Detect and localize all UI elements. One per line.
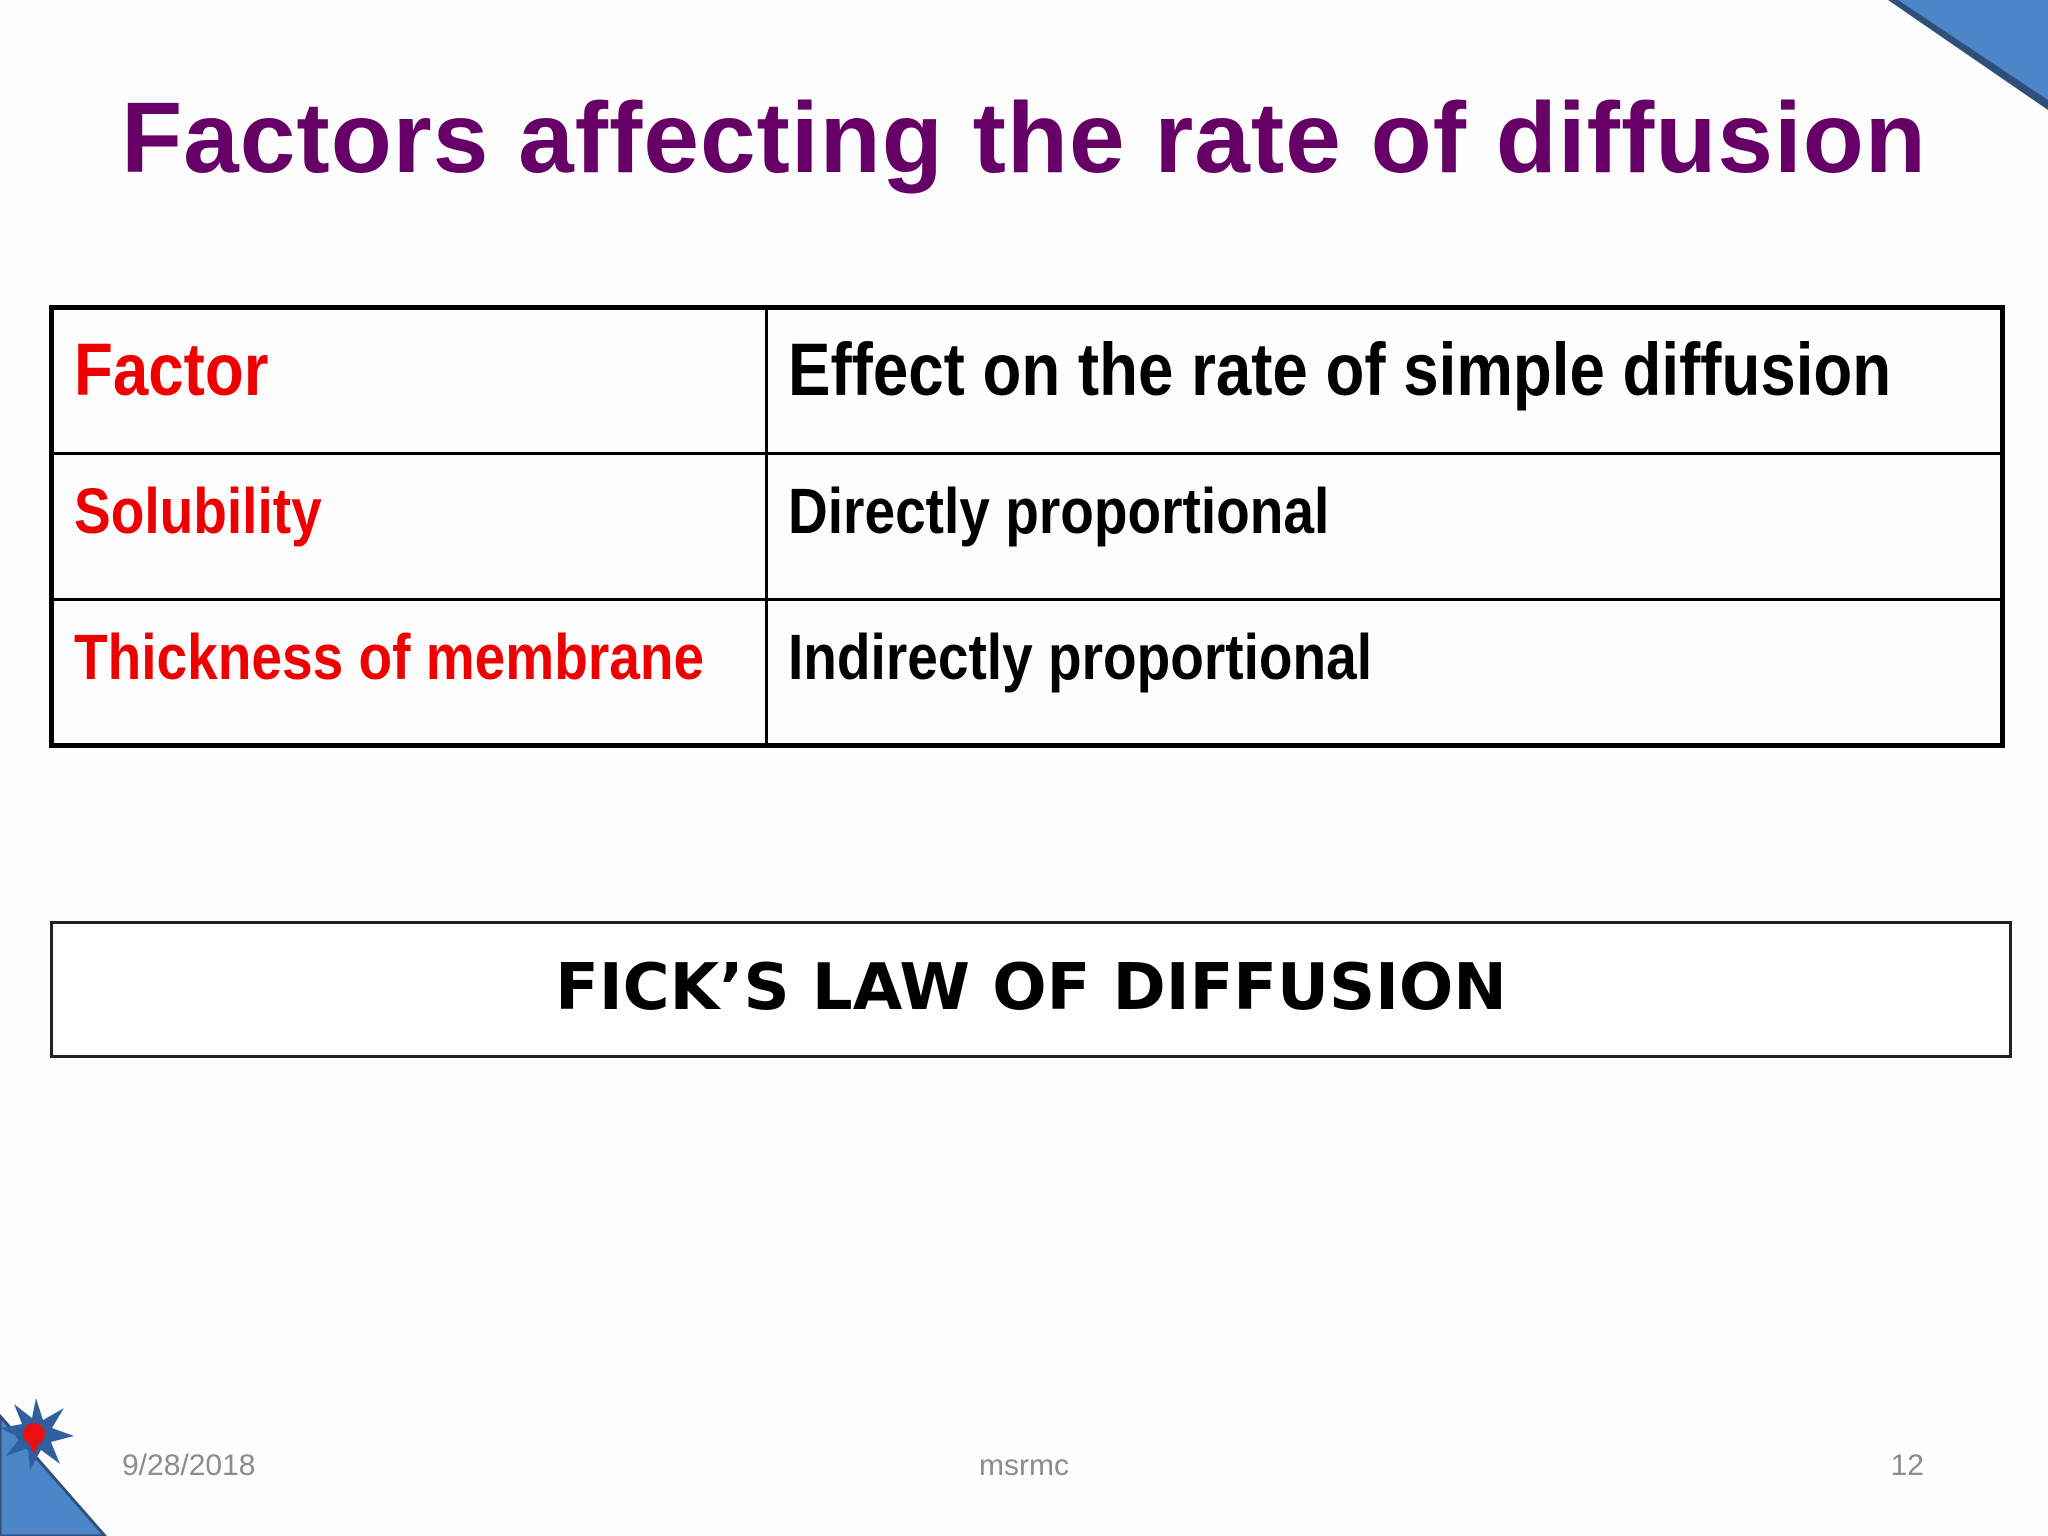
factor-name: Solubility xyxy=(74,475,322,547)
header-effect: Effect on the rate of simple diffusion xyxy=(788,328,1892,411)
table-cell: Solubility xyxy=(50,452,768,601)
corner-starburst-decoration xyxy=(0,1398,107,1536)
table-header-row: Factor Effect on the rate of simple diff… xyxy=(50,306,2004,455)
table-header-cell: Effect on the rate of simple diffusion xyxy=(765,306,2004,455)
slide-number: 12 xyxy=(1890,1449,1924,1482)
table-row: Solubility Directly proportional xyxy=(50,452,2004,601)
footer-date: 9/28/2018 xyxy=(122,1449,256,1482)
table-cell: Indirectly proportional xyxy=(765,598,2004,747)
table-cell: Thickness of membrane xyxy=(50,598,768,747)
table-cell: Directly proportional xyxy=(765,452,2004,601)
slide-title: Factors affecting the rate of diffusion xyxy=(121,82,1927,194)
table-row: Thickness of membrane Indirectly proport… xyxy=(50,598,2004,747)
effect-value: Indirectly proportional xyxy=(788,621,1373,693)
corner-triangle-decoration xyxy=(1888,0,2048,110)
factor-name: Thickness of membrane xyxy=(74,621,705,693)
effect-value: Directly proportional xyxy=(788,475,1330,547)
ficks-law-box: FICK’S LAW OF DIFFUSION xyxy=(50,921,2012,1058)
footer-center-text: msrmc xyxy=(979,1449,1069,1482)
header-factor: Factor xyxy=(74,328,269,411)
table-header-cell: Factor xyxy=(50,306,768,455)
factors-table: Factor Effect on the rate of simple diff… xyxy=(49,305,2005,748)
